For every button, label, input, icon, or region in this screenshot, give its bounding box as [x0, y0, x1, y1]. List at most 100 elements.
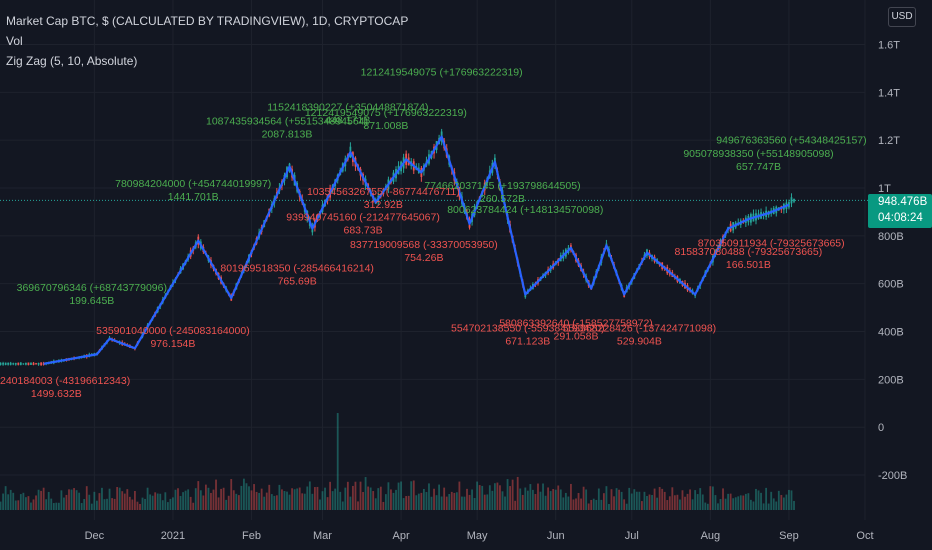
volume-bar — [402, 498, 405, 510]
volume-bar — [230, 479, 233, 510]
volume-bar — [291, 488, 293, 510]
volume-bar — [765, 487, 768, 510]
volume-bar — [592, 498, 595, 510]
time-axis[interactable]: Dec 2021 Feb Mar Apr May Jun Jul Aug Sep Oct — [0, 522, 932, 550]
volume-bar — [496, 482, 499, 510]
volume-bar — [623, 499, 626, 510]
volume-bar — [562, 497, 565, 510]
volume-bar — [440, 496, 443, 510]
volume-bar — [653, 488, 656, 510]
volume-bar — [0, 501, 2, 510]
volume-bar — [582, 486, 585, 510]
volume-bar — [488, 485, 491, 510]
volume-bar — [268, 484, 271, 510]
volume-bar — [615, 488, 618, 510]
volume-bar — [717, 503, 719, 510]
volume-bar — [32, 499, 35, 510]
volume-bar — [691, 499, 694, 510]
candle-body — [30, 362, 32, 365]
volume-bar — [210, 492, 212, 510]
volume-bar — [628, 487, 631, 510]
volume-bar — [369, 487, 372, 510]
price-axis[interactable]: 1.6T 1.4T 1.2T 1T 800B 600B 400B 200B 0 -200B — [868, 0, 932, 522]
volume-bar — [635, 491, 638, 510]
volume-bar — [445, 496, 448, 510]
zigzag-label-value: 949676363560 (+54348425157) — [716, 135, 866, 147]
zigzag-label-percent: 683.73B — [343, 224, 382, 236]
volume-bar — [118, 487, 121, 510]
volume-bar — [336, 413, 339, 510]
volume-indicator-label[interactable]: Vol — [6, 34, 23, 48]
volume-bar — [397, 482, 400, 510]
volume-bar — [103, 499, 106, 510]
volume-bar — [646, 495, 648, 510]
zigzag-label-percent: 1441.701B — [168, 191, 219, 203]
volume-bar — [618, 489, 620, 510]
volume-bar — [194, 488, 197, 510]
volume-bar — [258, 492, 261, 510]
volume-bar — [70, 489, 73, 510]
volume-bar — [428, 483, 430, 510]
volume-bar — [542, 483, 544, 510]
volume-bar — [98, 493, 101, 510]
volume-bar — [671, 487, 674, 510]
volume-bar — [164, 492, 167, 510]
symbol-title[interactable]: Market Cap BTC, $ (CALCULATED BY TRADING… — [6, 14, 409, 28]
volume-bar — [549, 491, 552, 510]
volume-bar — [232, 490, 235, 510]
volume-bar — [215, 479, 217, 510]
candle-body — [32, 362, 35, 365]
volume-bar — [14, 500, 17, 510]
zigzag-label-percent: 671.123B — [505, 336, 550, 348]
volume-bar — [448, 493, 451, 510]
volume-bar — [744, 493, 747, 510]
volume-bar — [597, 488, 600, 510]
bar-countdown: 04:08:24 — [878, 212, 923, 224]
zigzag-label-value: 553368228426 (-137424771098) — [563, 323, 717, 335]
candle-body — [790, 197, 793, 204]
volume-bar — [390, 489, 392, 510]
last-price-value: 948.476B — [878, 196, 928, 208]
volume-bar — [68, 489, 70, 510]
volume-bar — [727, 493, 729, 510]
volume-bar — [169, 498, 172, 510]
volume-bar — [60, 490, 63, 510]
volume-bar — [253, 484, 255, 510]
candle-body — [9, 362, 12, 365]
chart-legend: Market Cap BTC, $ (CALCULATED BY TRADING… — [6, 11, 408, 71]
volume-bar — [311, 493, 314, 510]
zigzag-label-value: 580863392640 (-158527758972) — [499, 318, 653, 330]
zigzag-label-value: 780984204000 (+454744019997) — [115, 178, 271, 190]
volume-bar — [767, 503, 770, 510]
volume-bar — [301, 493, 304, 510]
volume-bar — [331, 491, 334, 510]
volume-bar — [724, 498, 727, 510]
volume-bar — [785, 494, 788, 510]
volume-bar — [30, 502, 32, 510]
volume-bar — [461, 496, 463, 510]
volume-bar — [450, 491, 453, 510]
volume-bar — [136, 501, 139, 510]
volume-bar — [433, 488, 435, 510]
volume-bar — [666, 500, 669, 510]
volume-bar — [709, 486, 712, 510]
zigzag-indicator-label[interactable]: Zig Zag (5, 10, Absolute) — [6, 54, 138, 68]
time-axis-bg — [0, 522, 932, 550]
volume-bar — [772, 498, 775, 510]
volume-bar — [80, 503, 83, 510]
zigzag-label-value: 870350911934 (-79325673665) — [698, 238, 845, 250]
volume-bar — [438, 484, 441, 510]
volume-bar — [101, 487, 103, 510]
volume-bar — [47, 491, 50, 510]
volume-bar — [722, 488, 724, 510]
volume-bar — [793, 500, 795, 510]
volume-bar — [85, 486, 88, 510]
zigzag-label-percent: 765.69B — [278, 276, 317, 288]
volume-bar — [590, 499, 593, 510]
volume-bar — [298, 487, 301, 510]
currency-button[interactable]: USD — [888, 7, 916, 27]
volume-bar — [141, 497, 144, 510]
volume-bar — [585, 489, 588, 510]
volume-bar — [374, 498, 377, 510]
